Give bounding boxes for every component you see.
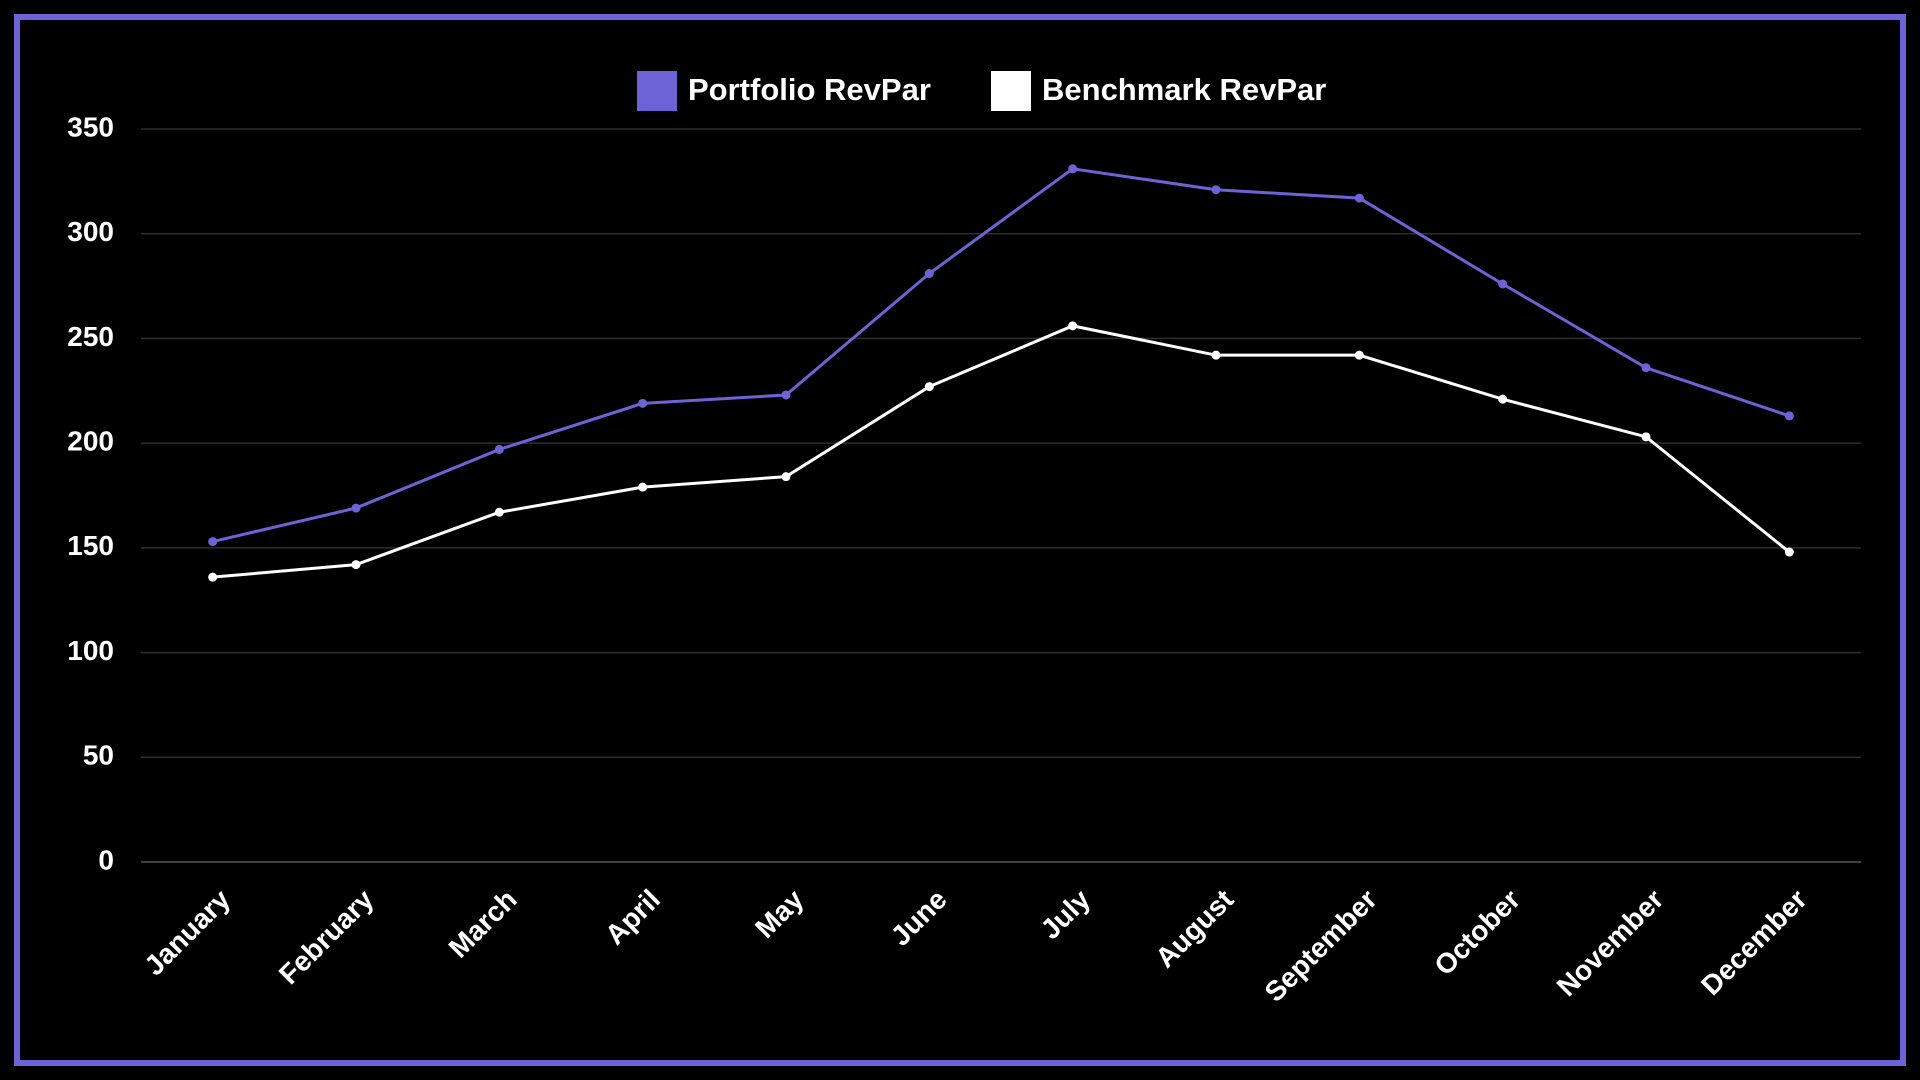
data-point [1354, 193, 1364, 203]
y-tick-label: 200 [67, 426, 114, 457]
y-tick-label: 50 [83, 740, 114, 771]
data-point [351, 503, 361, 513]
data-point [1784, 411, 1794, 421]
data-point [1641, 363, 1651, 373]
data-point [781, 472, 791, 482]
data-point [494, 444, 504, 454]
data-point [351, 560, 361, 570]
y-tick-label: 250 [67, 321, 114, 352]
data-point [638, 398, 648, 408]
series-line [212, 324, 1791, 579]
data-point [1211, 185, 1221, 195]
data-point [924, 269, 934, 279]
data-point [208, 537, 218, 547]
legend-label: Portfolio RevPar [688, 72, 931, 107]
data-point [781, 390, 791, 400]
y-tick-label: 300 [67, 216, 114, 247]
frame [14, 14, 1906, 1066]
data-point [1068, 321, 1078, 331]
data-point [1354, 350, 1364, 360]
y-tick-label: 100 [67, 635, 114, 666]
y-tick-label: 350 [67, 111, 114, 142]
series-line [212, 167, 1790, 544]
data-point [1068, 164, 1078, 174]
legend-swatch [637, 71, 677, 111]
data-point [1498, 394, 1508, 404]
data-point [494, 507, 504, 517]
data-point [1784, 547, 1794, 557]
data-point [1498, 279, 1508, 289]
data-point [208, 572, 218, 582]
y-tick-label: 0 [98, 844, 114, 875]
data-point [924, 382, 934, 392]
legend-label: Benchmark RevPar [1042, 72, 1326, 107]
y-tick-label: 150 [67, 530, 114, 561]
data-point [638, 482, 648, 492]
data-point [1211, 350, 1221, 360]
data-point [1641, 432, 1651, 442]
legend-swatch [991, 71, 1031, 111]
